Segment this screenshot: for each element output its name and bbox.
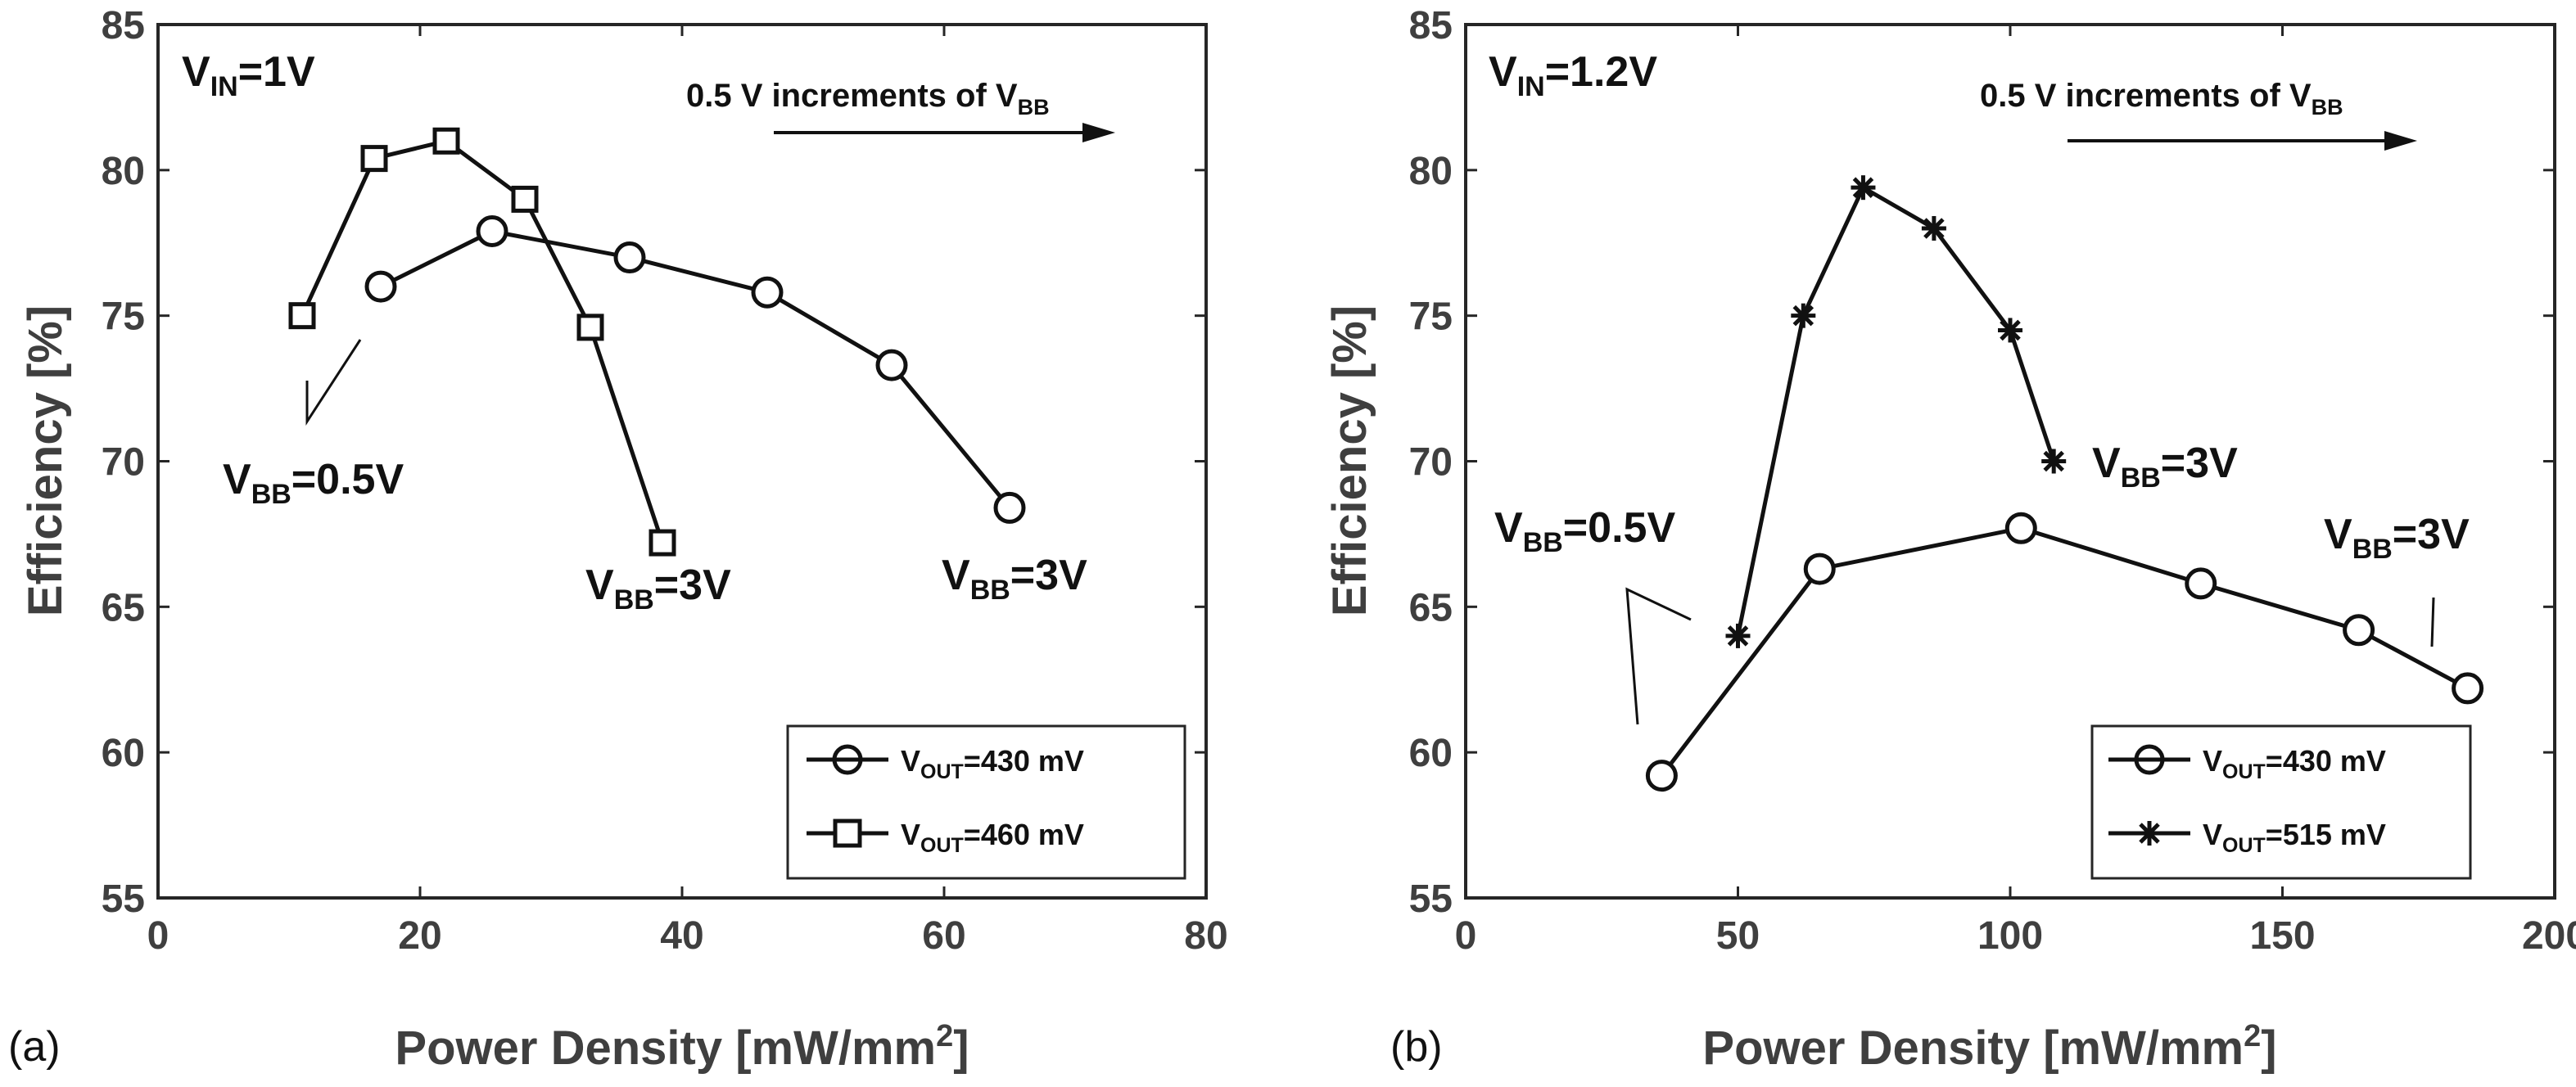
- chart-a-point-square: [576, 313, 604, 341]
- chart-b-ylabel: Efficiency [%]: [1323, 305, 1376, 616]
- chart-b-ytick-label: 60: [1409, 732, 1453, 775]
- chart-b-vin-annotation: VIN=1.2V: [1489, 48, 1657, 102]
- chart-a-xtick-label: 80: [1184, 914, 1227, 958]
- chart-b-legend-box: [2090, 724, 2472, 880]
- chart-a-legend-label-1: VOUT=430 mV: [901, 744, 1084, 783]
- chart-b-point-circle: [1645, 760, 1678, 792]
- chart-a-vbb-high-label-460: VBB=3V: [585, 562, 731, 616]
- chart-b: 0 50 100 150 200 55 60 65 70 75 80 85 VIN=1.2V 0.5 …: [1323, 4, 2576, 1075]
- chart-a: 0 20 40 60 80 55 60 65 70 75 80 85 VIN=1V 0.5 V inc…: [8, 4, 1228, 1075]
- chart-b-xtick-label: 0: [1455, 914, 1477, 958]
- chart-a-point-circle: [993, 491, 1026, 524]
- chart-a-point-square: [288, 302, 316, 330]
- chart-b-point-asterisk: [2041, 449, 2067, 474]
- chart-b-vbb-low-leader: [1625, 587, 1692, 725]
- chart-a-ytick-label: 75: [102, 295, 145, 339]
- chart-b-ytick-label: 55: [1409, 877, 1453, 921]
- chart-b-point-circle: [2343, 614, 2375, 647]
- chart-a-ticks: 0 20 40 60 80 55 60 65 70 75 80 85: [102, 4, 1228, 958]
- chart-a-point-square: [360, 145, 388, 173]
- chart-a-vbb-low-label: VBB=0.5V: [223, 456, 404, 510]
- chart-a-ytick-label: 55: [102, 877, 145, 921]
- chart-a-xtick-label: 60: [922, 914, 965, 958]
- chart-a-point-circle: [613, 241, 646, 274]
- chart-b-point-circle: [2004, 512, 2037, 544]
- chart-b-xtick-label: 150: [2249, 914, 2315, 958]
- chart-a-ylabel: Efficiency [%]: [19, 305, 72, 616]
- chart-a-ytick-label: 80: [102, 150, 145, 193]
- chart-b-panel-label: (b): [1390, 1023, 1443, 1071]
- chart-b-series-line-2: [1736, 185, 2056, 637]
- chart-a-ytick-label: 70: [102, 441, 145, 485]
- chart-b-xlabel: Power Density [mW/mm2]: [1702, 1019, 2276, 1075]
- chart-a-series-line-1: [379, 229, 1011, 509]
- chart-a-series-line-2: [300, 138, 665, 544]
- chart-b-ytick-label: 70: [1409, 441, 1453, 485]
- chart-a-point-circle: [476, 215, 508, 248]
- chart-a-legend: VOUT=430 mV VOUT=460 mV: [786, 724, 1186, 880]
- chart-b-point-asterisk: [1998, 318, 2022, 343]
- chart-a-ytick-label: 85: [102, 4, 145, 47]
- chart-b-point-circle: [2185, 567, 2217, 600]
- chart-a-point-square: [511, 185, 539, 213]
- chart-b-legend: VOUT=430 mV VOUT=515 mV: [2090, 724, 2472, 880]
- chart-b-point-asterisk: [1791, 303, 1816, 328]
- chart-a-xlabel: Power Density [mW/mm2]: [395, 1019, 969, 1075]
- chart-b-ticks: 0 50 100 150 200 55 60 65 70 75 80 85: [1409, 4, 2576, 958]
- chart-a-legend-marker-circle: [832, 744, 863, 775]
- chart-b-arrowhead: [2384, 131, 2417, 151]
- chart-a-point-square: [649, 529, 676, 557]
- chart-b-legend-marker-asterisk: [2137, 821, 2162, 846]
- chart-b-ytick-label: 85: [1409, 4, 1453, 47]
- chart-a-ytick-label: 60: [102, 732, 145, 775]
- chart-a-vin-annotation: VIN=1V: [182, 48, 315, 102]
- chart-a-legend-label-2: VOUT=460 mV: [901, 818, 1084, 857]
- chart-b-point-asterisk: [1851, 175, 1876, 201]
- chart-b-vbb-low-label: VBB=0.5V: [1494, 504, 1675, 558]
- chart-b-point-asterisk: [1921, 215, 1946, 241]
- chart-b-point-circle: [1803, 553, 1836, 585]
- chart-a-increments-annotation: 0.5 V increments of VBB: [686, 78, 1050, 120]
- chart-a-point-circle: [364, 270, 397, 303]
- chart-b-vbb-high-leader: [2430, 597, 2435, 647]
- chart-b-ytick-label: 65: [1409, 586, 1453, 629]
- chart-a-vbb-high-label-430: VBB=3V: [942, 552, 1087, 606]
- chart-b-legend-label-1: VOUT=430 mV: [2203, 744, 2386, 783]
- chart-b-vbb-high-label-430: VBB=3V: [2324, 511, 2470, 565]
- chart-a-legend-marker-square: [833, 819, 862, 848]
- chart-a-point-circle: [751, 276, 784, 309]
- chart-b-legend-marker-circle: [2134, 744, 2165, 775]
- chart-b-xtick-label: 200: [2522, 914, 2576, 958]
- chart-a-xtick-label: 0: [147, 914, 169, 958]
- chart-a-series: [288, 127, 1026, 557]
- chart-b-legend-label-2: VOUT=515 mV: [2203, 818, 2386, 857]
- chart-a-vbb-low-leader: [305, 339, 362, 426]
- chart-b-xtick-label: 100: [1977, 914, 2043, 958]
- chart-b-series-line-1: [1660, 525, 2469, 778]
- chart-b-point-circle: [2452, 672, 2484, 705]
- chart-a-point-square: [432, 127, 460, 155]
- chart-a-xtick-label: 20: [398, 914, 441, 958]
- chart-a-xtick-label: 40: [660, 914, 703, 958]
- chart-b-vbb-high-label-515: VBB=3V: [2092, 440, 2238, 494]
- chart-b-xtick-label: 50: [1716, 914, 1760, 958]
- chart-a-point-circle: [875, 349, 908, 381]
- chart-a-panel-label: (a): [8, 1023, 61, 1071]
- chart-a-legend-box: [786, 724, 1186, 880]
- chart-b-series: [1645, 175, 2484, 792]
- chart-b-point-asterisk: [1725, 623, 1751, 648]
- chart-a-ytick-label: 65: [102, 586, 145, 629]
- chart-b-increments-annotation: 0.5 V increments of VBB: [1980, 78, 2343, 120]
- chart-a-arrowhead: [1082, 123, 1115, 142]
- chart-b-ytick-label: 80: [1409, 150, 1453, 193]
- chart-b-ytick-label: 75: [1409, 295, 1453, 339]
